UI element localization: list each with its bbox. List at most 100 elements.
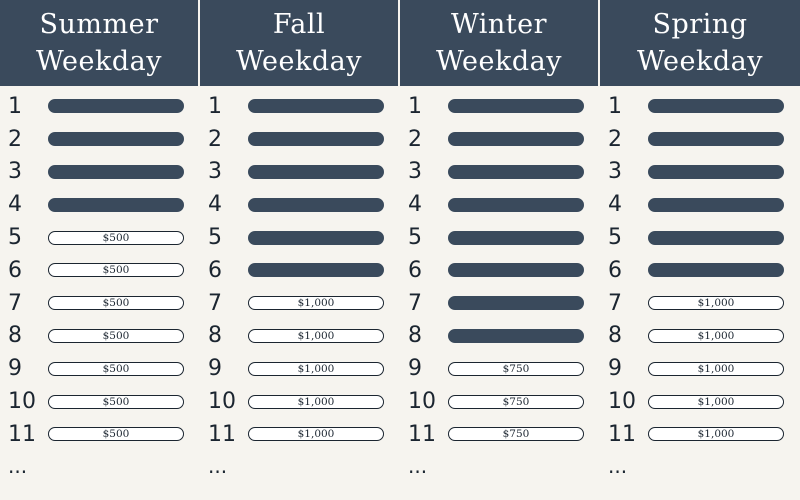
booked-slot-bar	[48, 164, 184, 179]
slot-row: 8 $500	[0, 320, 198, 353]
slot-list: 1 2 3 4 5 6 7 8 9 $750 10 $750 11 $750...	[400, 86, 598, 481]
slot-number: 2	[208, 126, 222, 152]
available-slot-button[interactable]: $750	[448, 427, 584, 442]
slot-number: 4	[8, 192, 22, 218]
booked-slot-bar	[448, 230, 584, 245]
slot-row: 1	[0, 90, 198, 123]
slot-number: 8	[8, 323, 22, 349]
slot-row: 3	[0, 156, 198, 189]
slot-number: 3	[8, 159, 22, 185]
booked-slot-bar	[648, 164, 784, 179]
slot-row: 9 $1,000	[600, 352, 800, 385]
more-slots-ellipsis: ...	[608, 453, 628, 478]
slot-row: 4	[600, 188, 800, 221]
slot-row: 10 $1,000	[200, 385, 398, 418]
booked-slot-bar	[648, 197, 784, 212]
season-title-line2: Weekday	[35, 46, 162, 77]
slot-row: 1	[200, 90, 398, 123]
booked-slot-bar	[248, 99, 384, 114]
more-slots-ellipsis: ...	[8, 453, 28, 478]
slot-row: 3	[600, 156, 800, 189]
slot-number: 8	[208, 323, 222, 349]
slot-row: 3	[200, 156, 398, 189]
booked-slot-bar	[48, 132, 184, 147]
available-slot-button[interactable]: $500	[48, 427, 184, 442]
booked-slot-bar	[248, 132, 384, 147]
slot-row: 2	[400, 123, 598, 156]
slot-number: 6	[208, 257, 222, 283]
available-slot-button[interactable]: $500	[48, 328, 184, 343]
slot-row: 5	[200, 221, 398, 254]
slot-number: 4	[208, 192, 222, 218]
available-slot-button[interactable]: $500	[48, 263, 184, 278]
slot-number: 5	[608, 225, 622, 251]
slot-row: 2	[0, 123, 198, 156]
booked-slot-bar	[448, 164, 584, 179]
available-slot-button[interactable]: $1,000	[648, 296, 784, 311]
available-slot-button[interactable]: $1,000	[648, 328, 784, 343]
available-slot-button[interactable]: $1,000	[648, 427, 784, 442]
slot-number: 11	[8, 421, 36, 447]
available-slot-button[interactable]: $500	[48, 296, 184, 311]
available-slot-button[interactable]: $1,000	[248, 328, 384, 343]
available-slot-button[interactable]: $500	[48, 361, 184, 376]
slot-row: 7 $1,000	[600, 287, 800, 320]
available-slot-button[interactable]: $1,000	[248, 296, 384, 311]
slot-row: 8 $1,000	[200, 320, 398, 353]
slot-number: 5	[408, 225, 422, 251]
available-slot-button[interactable]: $1,000	[648, 361, 784, 376]
available-slot-button[interactable]: $1,000	[248, 361, 384, 376]
slot-row: 9 $1,000	[200, 352, 398, 385]
slot-row: 4	[400, 188, 598, 221]
slot-list: 1 2 3 4 5 6 7 $1,000 8 $1,000 9 $1,000 10 $1,000 11 $1,…	[600, 86, 800, 481]
available-slot-button[interactable]: $1,000	[248, 427, 384, 442]
booked-slot-bar	[448, 263, 584, 278]
booked-slot-bar	[448, 197, 584, 212]
booked-slot-bar	[48, 99, 184, 114]
booked-slot-bar	[648, 132, 784, 147]
slot-row: 1	[600, 90, 800, 123]
slot-row: 6	[600, 254, 800, 287]
slot-row: 4	[0, 188, 198, 221]
available-slot-button[interactable]: $750	[448, 361, 584, 376]
available-slot-button[interactable]: $750	[448, 394, 584, 409]
booked-slot-bar	[248, 263, 384, 278]
available-slot-button[interactable]: $500	[48, 394, 184, 409]
slot-number: 11	[608, 421, 636, 447]
slot-number: 8	[608, 323, 622, 349]
slot-number: 1	[8, 93, 22, 119]
slot-row: 8	[400, 320, 598, 353]
season-header: Fall Weekday	[200, 0, 398, 86]
slot-row: 5 $500	[0, 221, 198, 254]
slot-row: 5	[400, 221, 598, 254]
season-title-line1: Summer	[39, 9, 159, 40]
slot-number: 10	[8, 389, 36, 415]
season-column-spring: Spring Weekday 1 2 3 4 5 6 7 $1,000 8 $1,000 9 $1,000…	[600, 0, 800, 500]
slot-number: 9	[208, 356, 222, 382]
slot-row: 7 $1,000	[200, 287, 398, 320]
booked-slot-bar	[248, 164, 384, 179]
slot-row: 10 $500	[0, 385, 198, 418]
slot-row: 2	[200, 123, 398, 156]
available-slot-button[interactable]: $1,000	[248, 394, 384, 409]
available-slot-button[interactable]: $1,000	[648, 394, 784, 409]
slot-number: 6	[608, 257, 622, 283]
slot-number: 11	[208, 421, 236, 447]
slot-row: 7	[400, 287, 598, 320]
slot-number: 3	[208, 159, 222, 185]
booked-slot-bar	[648, 230, 784, 245]
more-slots-ellipsis: ...	[408, 453, 428, 478]
slot-number: 2	[408, 126, 422, 152]
slot-number: 7	[208, 290, 222, 316]
slot-number: 5	[208, 225, 222, 251]
slot-row: 9 $750	[400, 352, 598, 385]
season-header: Spring Weekday	[600, 0, 800, 86]
available-slot-button[interactable]: $500	[48, 230, 184, 245]
slot-number: 10	[608, 389, 636, 415]
season-title-line2: Weekday	[235, 46, 362, 77]
slot-row: 6	[400, 254, 598, 287]
booked-slot-bar	[448, 132, 584, 147]
slot-row: 5	[600, 221, 800, 254]
slot-row: 6	[200, 254, 398, 287]
